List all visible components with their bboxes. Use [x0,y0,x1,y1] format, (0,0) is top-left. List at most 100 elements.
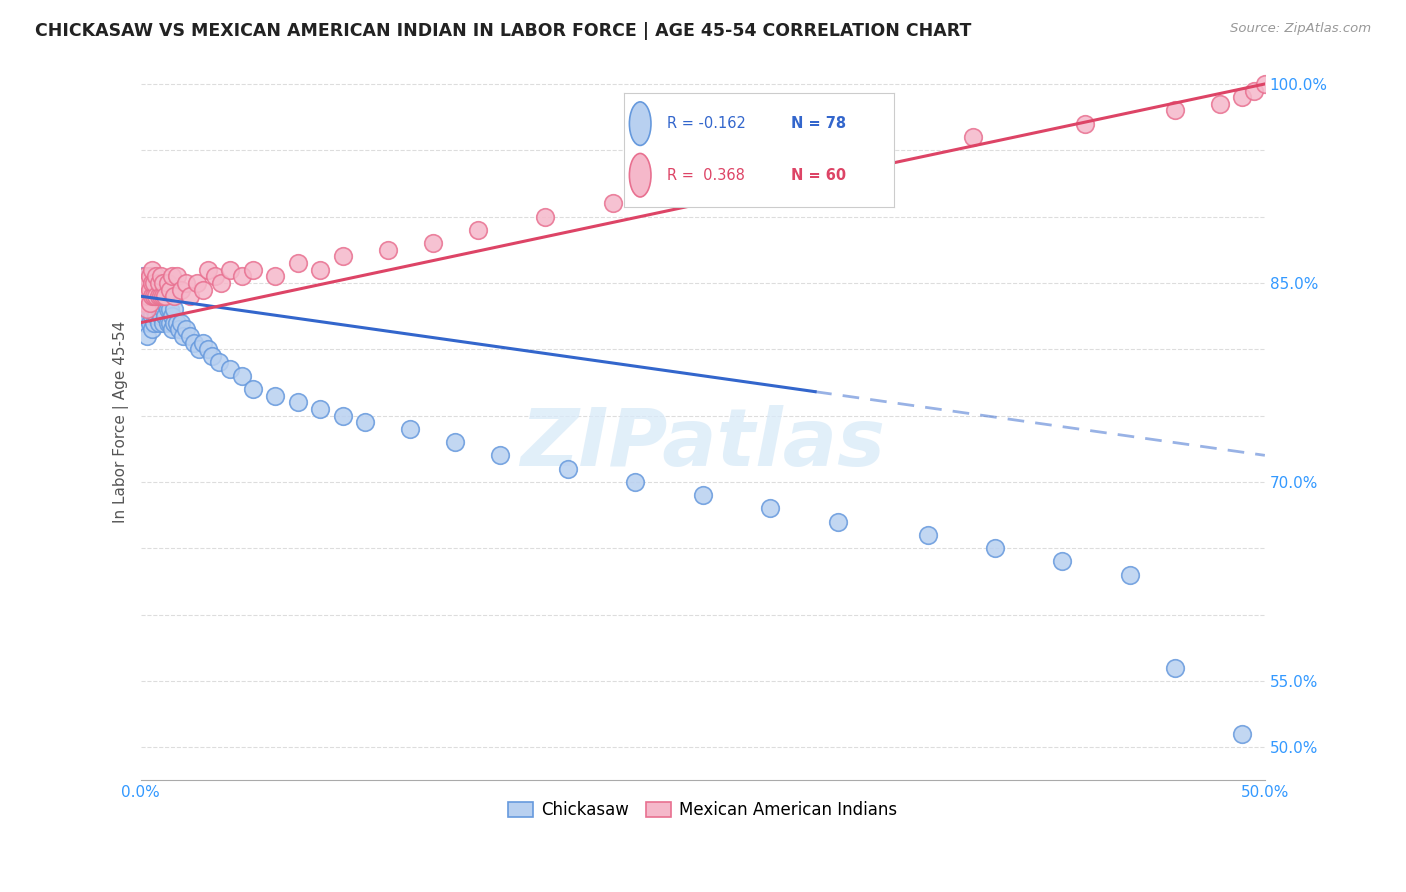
Point [152,316,174,330]
Point [132,289,155,303]
Point [170,316,193,330]
Point [134,283,156,297]
Point [163,289,186,303]
Point [152,276,174,290]
Point [309,401,332,416]
Point [602,196,624,211]
Point [557,461,579,475]
Y-axis label: In Labor Force | Age 45-54: In Labor Force | Age 45-54 [114,321,129,524]
Point [1052,554,1074,568]
Point [132,295,155,310]
Point [143,289,166,303]
Point [152,289,174,303]
Point [145,269,167,284]
Point [159,316,181,330]
Point [827,515,849,529]
Point [962,130,984,145]
Point [354,415,377,429]
Point [152,289,174,303]
Point [134,283,156,297]
Point [179,329,201,343]
Point [141,309,163,323]
Point [155,309,177,323]
Point [219,362,242,376]
Point [197,262,219,277]
Point [132,269,155,284]
Point [186,276,208,290]
Point [136,295,159,310]
Point [166,316,188,330]
Point [138,269,160,284]
Point [166,269,188,284]
Point [134,295,156,310]
Point [136,309,159,323]
Point [148,289,170,303]
Point [134,269,156,284]
Point [156,316,179,330]
Point [759,501,782,516]
Point [141,283,163,297]
Point [152,302,174,317]
Point [156,302,179,317]
Point [1119,567,1142,582]
Point [201,349,224,363]
Point [264,269,287,284]
Point [179,289,201,303]
Point [163,316,186,330]
Point [159,302,181,317]
Point [143,289,166,303]
Point [399,422,422,436]
Point [183,335,205,350]
Point [174,322,197,336]
Point [143,302,166,317]
Point [160,309,183,323]
Point [377,243,399,257]
Point [1074,117,1097,131]
Point [197,343,219,357]
Point [188,343,211,357]
Point [242,262,264,277]
Point [1254,77,1277,91]
Point [145,283,167,297]
Point [155,289,177,303]
Point [208,355,231,369]
Point [141,276,163,290]
Point [1209,96,1232,111]
Point [134,309,156,323]
Point [138,295,160,310]
Point [136,276,159,290]
Point [264,389,287,403]
Point [167,322,190,336]
Point [534,210,557,224]
Point [148,276,170,290]
Point [174,276,197,290]
Point [145,309,167,323]
Point [138,289,160,303]
Text: CHICKASAW VS MEXICAN AMERICAN INDIAN IN LABOR FORCE | AGE 45-54 CORRELATION CHAR: CHICKASAW VS MEXICAN AMERICAN INDIAN IN … [35,22,972,40]
Point [624,475,647,489]
Point [917,528,939,542]
Point [332,409,354,423]
Point [444,435,467,450]
Point [148,316,170,330]
Legend: Chickasaw, Mexican American Indians: Chickasaw, Mexican American Indians [502,795,904,826]
Point [170,283,193,297]
Point [148,302,170,317]
Text: Source: ZipAtlas.com: Source: ZipAtlas.com [1230,22,1371,36]
Point [422,236,444,251]
Point [172,329,194,343]
Point [143,276,166,290]
Point [204,269,226,284]
Point [138,316,160,330]
Point [489,448,512,462]
Point [219,262,242,277]
Point [155,295,177,310]
Point [136,329,159,343]
Point [149,289,172,303]
Point [287,256,309,270]
Point [141,322,163,336]
Point [136,302,159,317]
Point [193,335,215,350]
Point [145,295,167,310]
Text: ZIPatlas: ZIPatlas [520,405,886,483]
